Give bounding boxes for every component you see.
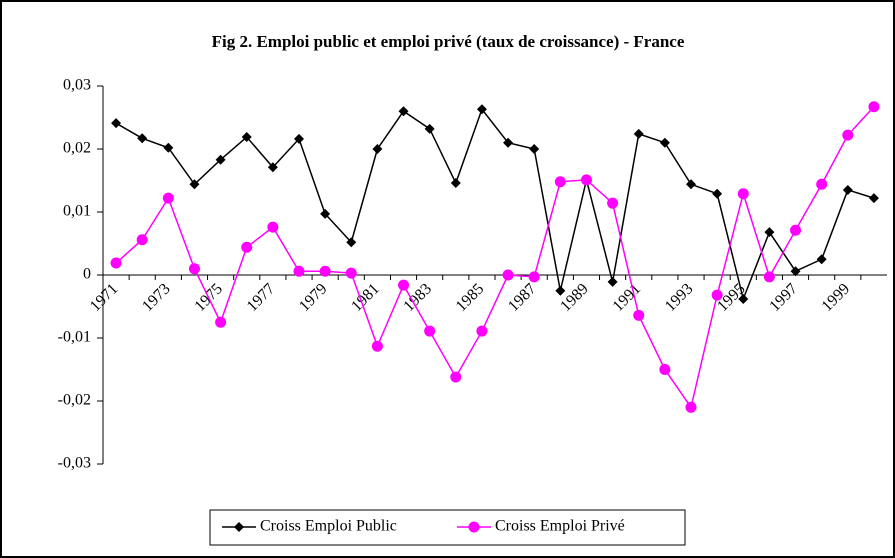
marker (293, 265, 305, 277)
marker (633, 128, 644, 139)
marker (790, 266, 801, 277)
marker (659, 137, 670, 148)
marker (555, 285, 566, 296)
marker (868, 101, 880, 113)
y-tick-label: 0,02 (63, 140, 91, 157)
marker (111, 118, 122, 129)
marker (764, 227, 775, 238)
marker (712, 188, 723, 199)
marker (738, 293, 749, 304)
marker (450, 371, 462, 383)
y-tick-label: -0,02 (58, 392, 91, 409)
marker (711, 289, 723, 301)
marker (215, 154, 226, 165)
marker (842, 129, 854, 141)
marker (189, 179, 200, 190)
marker (842, 184, 853, 195)
marker (320, 208, 331, 219)
marker (398, 279, 410, 291)
marker (241, 132, 252, 143)
chart-title: Fig 2. Emploi public et emploi privé (ta… (212, 32, 685, 51)
marker (267, 221, 279, 233)
marker (737, 188, 749, 200)
marker (372, 144, 383, 154)
legend: Croiss Emploi Public Croiss Emploi Privé (209, 509, 686, 546)
marker (554, 176, 566, 188)
marker (294, 133, 304, 144)
marker (685, 401, 697, 413)
marker (241, 241, 253, 253)
y-tick-label: -0,03 (58, 455, 91, 472)
marker (345, 267, 357, 279)
series-line (115, 106, 875, 410)
marker (607, 197, 619, 209)
marker (162, 192, 174, 204)
marker (529, 144, 540, 154)
marker (267, 162, 278, 173)
marker (633, 309, 645, 321)
marker (476, 104, 487, 115)
marker (234, 522, 244, 532)
marker (502, 269, 514, 281)
marker (659, 364, 671, 375)
marker (424, 123, 435, 134)
marker (528, 271, 540, 283)
marker (468, 521, 480, 533)
marker (450, 178, 461, 189)
marker (319, 265, 331, 277)
marker (686, 179, 696, 190)
marker (188, 263, 200, 275)
marker (607, 276, 618, 287)
y-tick-label: 0 (83, 266, 91, 283)
y-tick-label: 0,03 (63, 77, 91, 94)
legend-box (209, 509, 686, 546)
marker (816, 254, 827, 265)
marker (110, 257, 122, 269)
legend-label: Croiss Emploi Public (260, 518, 397, 535)
marker (816, 178, 828, 190)
series-line (115, 107, 875, 302)
marker (137, 133, 148, 144)
legend-label: Croiss Emploi Privé (495, 518, 625, 535)
marker (868, 193, 879, 204)
marker (215, 316, 227, 328)
marker (763, 271, 775, 283)
marker (424, 325, 436, 337)
marker (371, 340, 383, 352)
y-tick-label: -0,01 (58, 329, 91, 346)
y-tick-label: 0,01 (63, 203, 91, 220)
marker (346, 237, 357, 248)
marker (163, 142, 174, 153)
marker (790, 224, 802, 236)
marker (476, 325, 488, 337)
marker (398, 106, 409, 117)
marker (136, 234, 148, 246)
marker (580, 174, 592, 186)
marker (503, 137, 514, 148)
